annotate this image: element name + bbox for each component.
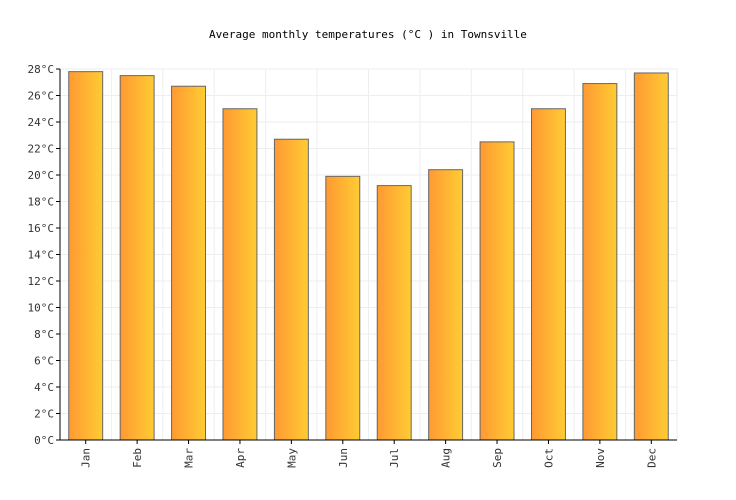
y-tick-label: 14°C: [28, 249, 55, 262]
x-tick-label: May: [285, 448, 298, 468]
bar-jan: [68, 71, 104, 441]
x-tick-label: Apr: [234, 448, 247, 468]
y-tick-label: 24°C: [28, 116, 55, 129]
bar-jun: [325, 175, 361, 441]
x-tick-label: Mar: [183, 448, 196, 468]
y-tick-label: 22°C: [28, 143, 55, 156]
axes: [59, 69, 677, 441]
grid-lines: [59, 68, 678, 441]
y-tick-label: 2°C: [34, 408, 54, 421]
x-tick-label: Jan: [80, 448, 93, 468]
x-tick-label: Feb: [131, 448, 144, 468]
y-tick-label: 10°C: [28, 302, 55, 315]
y-tick-label: 0°C: [34, 434, 54, 447]
bar-oct: [530, 108, 566, 441]
y-tick-label: 6°C: [34, 355, 54, 368]
bar-mar: [171, 85, 207, 441]
bar-aug: [428, 169, 464, 441]
y-tick-label: 28°C: [28, 63, 55, 76]
y-tick-label: 8°C: [34, 328, 54, 341]
bar-feb: [119, 75, 155, 441]
bar-may: [273, 138, 309, 441]
x-tick-label: Aug: [440, 448, 453, 468]
chart-title: Average monthly temperatures (°C ) in To…: [209, 28, 527, 41]
y-tick-label: 12°C: [28, 275, 55, 288]
y-axis-ticks: 0°C 2°C 4°C 6°C 8°C 10°C 12°C 14°C 16°C 18°C 20°C 2…: [28, 63, 60, 447]
y-tick-label: 4°C: [34, 381, 54, 394]
y-tick-label: 16°C: [28, 222, 55, 235]
x-tick-label: Jun: [337, 448, 350, 468]
x-axis-ticks: Jan Feb Mar Apr May Jun Jul Aug Sep Oct Nov Dec: [80, 440, 658, 468]
bar-nov: [582, 83, 618, 441]
x-tick-label: Oct: [542, 448, 555, 468]
bar-jul: [376, 185, 412, 441]
x-tick-label: Dec: [645, 448, 658, 468]
y-tick-label: 26°C: [28, 90, 55, 103]
x-tick-label: Sep: [491, 448, 504, 468]
bar-sep: [479, 141, 515, 441]
y-tick-label: 18°C: [28, 196, 55, 209]
bar-dec: [633, 72, 669, 441]
bar-apr: [222, 108, 258, 441]
x-tick-label: Jul: [388, 448, 401, 468]
x-tick-label: Nov: [594, 448, 607, 468]
bars: [68, 71, 669, 441]
y-tick-label: 20°C: [28, 169, 55, 182]
